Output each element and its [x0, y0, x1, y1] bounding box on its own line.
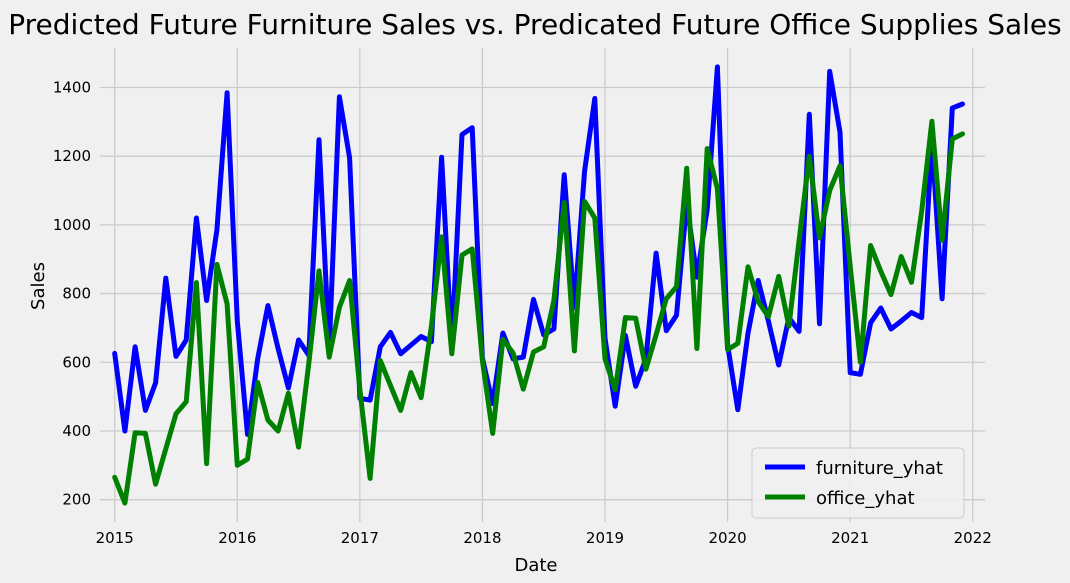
x-tick-label: 2020 — [708, 529, 746, 547]
y-tick-label: 1000 — [53, 216, 91, 234]
tick-labels: 2015 2016 2017 2018 2019 2020 2021 2022 200 400 60… — [53, 79, 992, 548]
x-tick-label: 2022 — [954, 529, 992, 547]
x-tick-label: 2021 — [831, 529, 869, 547]
x-tick-label: 2018 — [463, 529, 501, 547]
legend-label-furniture: furniture_yhat — [816, 458, 943, 479]
y-tick-label: 1400 — [53, 79, 91, 97]
series-line-office_yhat — [112, 118, 965, 506]
y-axis-label: Sales — [28, 262, 49, 310]
x-tick-label: 2015 — [96, 529, 134, 547]
legend: furniture_yhat office_yhat — [751, 447, 965, 519]
y-tick-label: 200 — [62, 491, 91, 509]
x-axis-label: Date — [514, 555, 557, 576]
y-tick-label: 600 — [62, 353, 91, 371]
series-line-furniture_yhat — [112, 64, 965, 437]
x-tick-label: 2017 — [341, 529, 379, 547]
y-tick-label: 400 — [62, 422, 91, 440]
x-tick-label: 2016 — [218, 529, 256, 547]
y-tick-label: 800 — [62, 285, 91, 303]
series-layer — [112, 64, 965, 506]
chart-title: Predicted Future Furniture Sales vs. Pre… — [8, 8, 1061, 41]
y-tick-label: 1200 — [53, 147, 91, 165]
x-tick-label: 2019 — [586, 529, 624, 547]
legend-label-office: office_yhat — [816, 488, 915, 509]
